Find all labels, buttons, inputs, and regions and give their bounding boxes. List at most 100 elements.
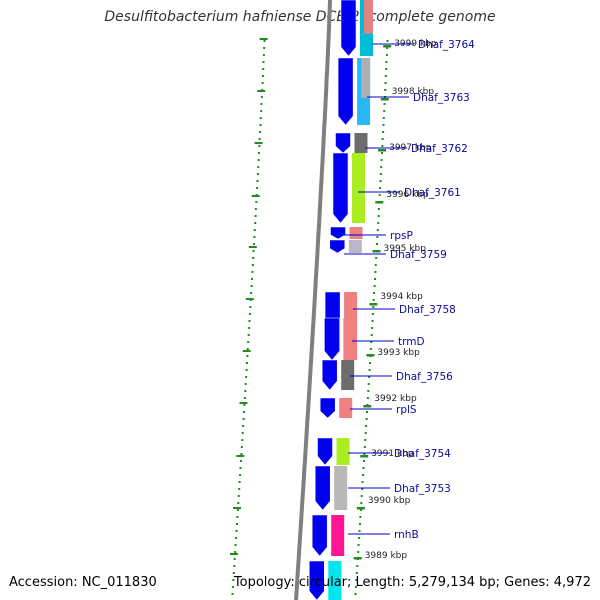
ruler-dot xyxy=(372,306,375,308)
gc-dot xyxy=(242,425,245,427)
map-title: Desulfitobacterium hafniense DCB-2, comp… xyxy=(104,9,496,25)
gene-label[interactable]: rnhB xyxy=(394,529,419,541)
gene-arrow xyxy=(314,465,331,511)
gc-dot xyxy=(262,54,265,56)
gene-arrow xyxy=(330,226,346,240)
gc-dot xyxy=(253,229,256,231)
ruler-dot xyxy=(354,586,357,588)
gc-dot xyxy=(237,502,240,504)
gene-label[interactable]: Dhaf_3756 xyxy=(396,371,453,383)
ruler-dot xyxy=(370,334,373,336)
gc-content-track xyxy=(230,38,268,595)
cog-box xyxy=(334,466,348,510)
gc-dot xyxy=(240,446,243,448)
gc-dot xyxy=(246,348,249,350)
gc-dot xyxy=(260,96,263,98)
gc-dot xyxy=(237,495,240,497)
gc-dot xyxy=(263,40,266,42)
ruler-tick xyxy=(353,557,362,560)
gene-label[interactable]: Dhaf_3758 xyxy=(399,304,456,316)
ruler-dot xyxy=(380,166,383,168)
ruler-tick xyxy=(372,250,381,253)
ruler-dot xyxy=(358,530,361,532)
gc-dot xyxy=(238,488,241,490)
gc-tick xyxy=(236,455,245,457)
ruler-dot xyxy=(361,488,364,490)
gene-label[interactable]: Dhaf_3761 xyxy=(404,187,461,199)
gc-tick xyxy=(259,38,268,40)
gc-dot xyxy=(245,369,248,371)
gene-label[interactable]: Dhaf_3763 xyxy=(413,92,470,104)
ruler-dot xyxy=(367,383,370,385)
ruler-dot xyxy=(384,75,387,77)
ruler-tick xyxy=(378,149,387,152)
ruler-dot xyxy=(377,222,380,224)
gene-label[interactable]: Dhaf_3754 xyxy=(394,448,451,460)
ruler-dot xyxy=(354,593,357,595)
ruler-dot xyxy=(383,103,386,105)
gc-tick xyxy=(242,350,251,352)
gc-dot xyxy=(246,362,248,364)
ruler-dot xyxy=(355,572,358,574)
gene-label[interactable]: Dhaf_3764 xyxy=(418,39,475,51)
gc-dot xyxy=(238,481,241,483)
gc-dot xyxy=(233,565,236,567)
ruler-dot xyxy=(381,138,384,140)
ruler-dot xyxy=(379,187,382,189)
gc-dot xyxy=(253,236,256,238)
gc-dot xyxy=(242,418,245,420)
ruler-tick-label: 3989 kbp xyxy=(365,551,408,561)
gc-dot xyxy=(255,201,258,203)
ruler-dot xyxy=(376,243,378,245)
ruler-dot xyxy=(371,313,374,315)
gc-dot xyxy=(254,208,257,210)
gc-tick xyxy=(239,402,248,404)
ruler-dot xyxy=(376,236,379,238)
gene-label[interactable]: trmD xyxy=(398,336,425,348)
gc-dot xyxy=(250,292,253,294)
gene-arrow xyxy=(311,514,328,557)
gc-tick xyxy=(245,298,254,300)
gc-dot xyxy=(240,460,242,462)
gc-dot xyxy=(256,173,259,175)
ruler-tick-label: 3995 kbp xyxy=(384,244,427,254)
ruler-tick-label: 3996 kbp xyxy=(386,190,429,200)
gc-dot xyxy=(252,257,255,259)
tick-marks: 3999 kbp 3998 kbp 3997 kbp 3996 kbp 3995 kbp… xyxy=(353,39,437,595)
cog-box xyxy=(354,133,368,153)
gc-dot xyxy=(233,558,236,560)
ruler-dot xyxy=(356,565,359,567)
gene-label[interactable]: rplS xyxy=(396,404,417,416)
ruler-dot xyxy=(373,285,376,287)
gc-dot xyxy=(231,586,234,588)
gene-arrow xyxy=(337,57,354,126)
ruler-dot xyxy=(367,390,370,392)
gc-dot xyxy=(262,61,265,63)
ruler-dot xyxy=(357,551,360,553)
ruler-dot xyxy=(379,173,382,175)
gene-arrow xyxy=(319,397,336,419)
ruler-dot xyxy=(360,495,363,497)
gc-dot xyxy=(239,467,242,469)
gene-label[interactable]: rpsP xyxy=(390,230,413,242)
ruler-dot xyxy=(361,481,364,483)
ruler-tick-label: 3991 kbp xyxy=(371,449,414,459)
gene-labels: Dhaf_3764 Dhaf_3763 Dhaf_3762 Dhaf_3761 rpsP… xyxy=(344,39,475,541)
gc-tick xyxy=(248,246,257,248)
gc-tick xyxy=(251,195,260,197)
gc-dot xyxy=(250,285,253,287)
gc-dot xyxy=(256,180,259,182)
gc-dot xyxy=(234,544,237,546)
gene-label[interactable]: Dhaf_3759 xyxy=(390,249,447,261)
gene-label[interactable]: Dhaf_3753 xyxy=(394,483,451,495)
cog-box xyxy=(331,515,345,556)
gc-dot xyxy=(261,82,264,84)
ruler-dot xyxy=(359,523,361,525)
ruler-dot xyxy=(359,516,362,518)
ruler-dot xyxy=(365,425,368,427)
gc-dot xyxy=(259,117,262,119)
ruler-tick xyxy=(375,201,384,204)
ruler-tick-label: 3999 kbp xyxy=(394,39,437,49)
gc-dot xyxy=(258,145,261,147)
gene-label[interactable]: Dhaf_3762 xyxy=(411,143,468,155)
